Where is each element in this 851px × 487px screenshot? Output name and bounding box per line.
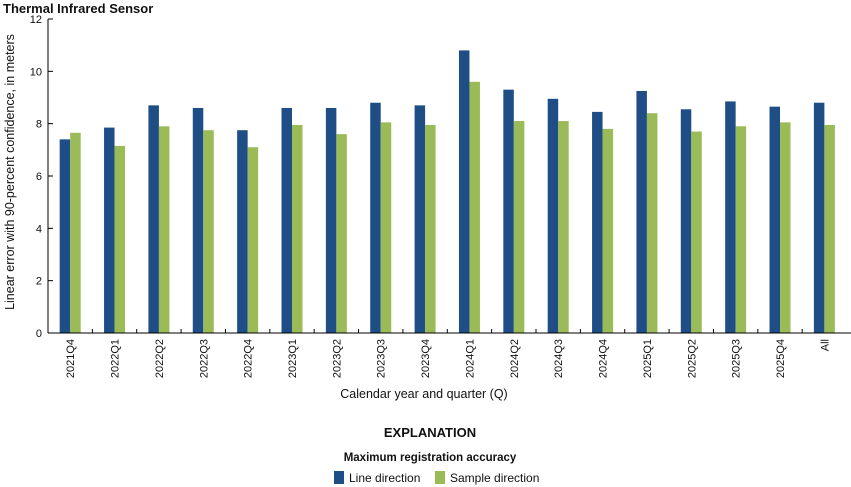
bar-line-direction-2025q1 [636, 90, 647, 333]
bar-line-direction-2022q4 [237, 130, 248, 333]
x-tick-label: 2025Q1 [642, 339, 654, 378]
plot-area: 0 2 4 6 8 10 12 2021Q4 2022Q1 2022Q2 2022Q3 2022Q4… [30, 14, 851, 378]
x-tick-label: 2025Q4 [775, 339, 787, 378]
bar-line-direction-2025q4 [769, 106, 781, 334]
y-tick-label: 10 [30, 66, 42, 78]
bar-sample-direction-2021q4 [70, 132, 81, 333]
x-tick-label: 2022Q3 [198, 339, 210, 378]
x-tick-label: 2024Q3 [553, 339, 565, 378]
legend-subheading: Maximum registration accuracy [344, 452, 517, 464]
bar-sample-direction-2024q3 [558, 121, 569, 333]
bar-sample-direction-2022q2 [158, 126, 170, 334]
bar-sample-direction-2025q1 [646, 113, 658, 333]
legend-label-sample-direction: Sample direction [450, 471, 539, 485]
bar-line-direction-2025q3 [725, 101, 736, 333]
bar-line-direction-2023q1 [281, 107, 293, 333]
bar-line-direction-2021q4 [59, 139, 71, 333]
bar-sample-direction-2024q2 [513, 121, 525, 333]
legend-label-line-direction: Line direction [349, 471, 420, 485]
bar-sample-direction-2023q3 [380, 122, 392, 333]
bar-sample-direction-2025q4 [780, 122, 791, 333]
y-tick-label: 12 [30, 14, 42, 26]
bar-sample-direction-2023q4 [425, 124, 436, 333]
bars-group [59, 50, 835, 334]
bar-sample-direction-2024q1 [469, 81, 480, 333]
bar-line-direction-2025q2 [680, 109, 692, 334]
x-tick-label: 2023Q4 [420, 339, 432, 378]
bar-sample-direction-2023q1 [292, 124, 303, 333]
bar-sample-direction-2024q4 [602, 128, 614, 333]
bar-line-direction-2022q3 [192, 107, 204, 333]
bar-line-direction-2022q1 [104, 127, 115, 333]
bar-line-direction-2022q2 [148, 105, 159, 333]
bar-sample-direction-2022q4 [247, 147, 259, 333]
bar-line-direction-2024q4 [592, 111, 603, 334]
x-axis-label: Calendar year and quarter (Q) [340, 387, 507, 401]
x-tick-label: 2023Q3 [376, 339, 388, 378]
y-tick-label: 0 [36, 328, 42, 340]
x-tick-label: All [819, 339, 831, 351]
bar-line-direction-2024q2 [503, 89, 514, 334]
legend-swatch-line-direction [334, 471, 344, 484]
bar-sample-direction-2022q1 [114, 145, 126, 333]
x-tick-label: 2023Q2 [331, 339, 343, 378]
y-axis-ticks: 0 2 4 6 8 10 12 [30, 14, 53, 340]
bar-line-direction-all [813, 102, 825, 333]
bar-line-direction-2023q2 [325, 107, 337, 333]
x-tick-label: 2021Q4 [65, 339, 77, 378]
legend-heading: EXPLANATION [384, 425, 476, 440]
legend-swatch-sample-direction [435, 471, 445, 484]
y-tick-label: 4 [36, 223, 42, 235]
bar-line-direction-2023q3 [370, 102, 381, 333]
legend: EXPLANATION Maximum registration accurac… [334, 425, 539, 485]
y-tick-label: 6 [36, 171, 42, 183]
x-tick-label: 2024Q2 [509, 339, 521, 378]
bar-line-direction-2023q4 [414, 105, 426, 333]
bar-line-direction-2024q1 [458, 50, 470, 334]
bar-sample-direction-2025q3 [735, 126, 747, 334]
x-tick-label: 2024Q4 [598, 339, 610, 378]
x-tick-label: 2022Q4 [243, 339, 255, 378]
bar-line-direction-2024q3 [547, 98, 559, 333]
bar-sample-direction-2025q2 [691, 131, 702, 333]
x-tick-label: 2025Q2 [686, 339, 698, 378]
x-tick-label: 2023Q1 [287, 339, 299, 378]
bar-sample-direction-all [824, 124, 835, 333]
y-tick-label: 8 [36, 119, 42, 131]
bar-sample-direction-2022q3 [203, 130, 214, 333]
x-tick-label: 2025Q3 [731, 339, 743, 378]
x-tick-label: 2022Q1 [110, 339, 122, 378]
x-tick-label: 2022Q2 [154, 339, 166, 378]
bar-sample-direction-2023q2 [336, 134, 347, 333]
x-tick-label: 2024Q1 [464, 339, 476, 378]
chart-title: Thermal Infrared Sensor [3, 1, 153, 16]
x-axis-ticks: 2021Q4 2022Q1 2022Q2 2022Q3 2022Q4 2023Q1 2023… [65, 329, 831, 378]
y-tick-label: 2 [36, 276, 42, 288]
y-axis-label: Linear error with 90-percent confidence,… [3, 34, 17, 310]
